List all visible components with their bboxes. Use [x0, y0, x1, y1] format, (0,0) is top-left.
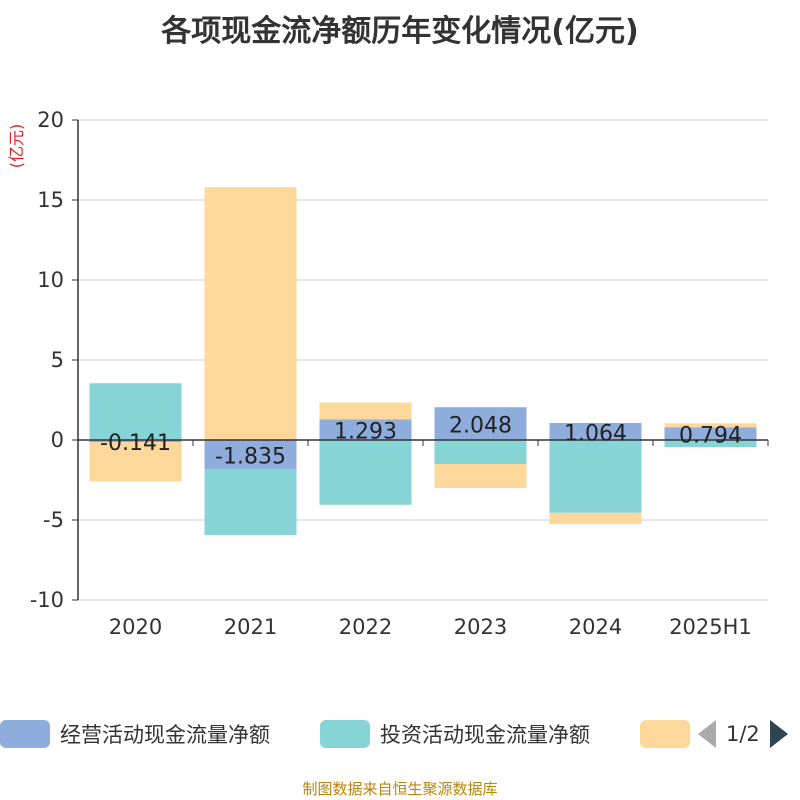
- bar-investing[interactable]: [204, 469, 297, 535]
- bar-financing[interactable]: [319, 402, 412, 420]
- legend-pager: 1/2: [698, 716, 788, 752]
- data-label: 1.293: [334, 420, 397, 445]
- source-note: 制图数据来自恒生聚源数据库: [302, 780, 498, 798]
- y-tick-label: 20: [37, 108, 64, 132]
- bar-investing[interactable]: [89, 383, 182, 440]
- bar-operating[interactable]: [204, 440, 297, 470]
- legend-label-investing: 投资活动现金流量净额: [380, 723, 590, 747]
- x-tick-label: 2020: [109, 615, 162, 639]
- bar-operating[interactable]: [549, 422, 642, 440]
- y-tick-label: 5: [51, 348, 64, 372]
- grid-lines: [78, 119, 768, 601]
- data-label: 2.048: [449, 414, 512, 439]
- y-tick-label: 15: [37, 188, 64, 212]
- legend-swatch-investing: [320, 720, 370, 748]
- y-tick-label: 0: [51, 428, 64, 452]
- bar-financing[interactable]: [549, 512, 642, 524]
- data-labels: -0.141 -1.835 1.293 2.048 1.064 0.794: [100, 414, 742, 470]
- data-label: -1.835: [215, 445, 286, 470]
- y-tick-label: 10: [37, 268, 64, 292]
- bar-investing[interactable]: [434, 440, 527, 464]
- bar-operating[interactable]: [664, 427, 757, 440]
- chart-title: 各项现金流净额历年变化情况(亿元): [161, 14, 639, 49]
- legend-swatch-financing: [640, 720, 690, 748]
- y-tick-label: -10: [30, 588, 64, 612]
- bar-financing[interactable]: [664, 423, 757, 428]
- data-label: -0.141: [100, 431, 171, 456]
- chevron-left-icon[interactable]: [698, 720, 716, 748]
- y-axis-label: (亿元): [7, 124, 26, 169]
- bar-investing[interactable]: [664, 440, 757, 448]
- x-tick-label: 2023: [454, 615, 507, 639]
- bar-operating[interactable]: [89, 440, 182, 443]
- legend-item-operating[interactable]: 经营活动现金流量净额: [0, 716, 270, 752]
- bar-operating[interactable]: [434, 407, 527, 440]
- legend-item-investing[interactable]: 投资活动现金流量净额: [320, 716, 590, 752]
- bar-financing[interactable]: [204, 187, 297, 440]
- legend-item-financing[interactable]: [640, 716, 700, 752]
- x-tick-label: 2025H1: [669, 615, 752, 639]
- bar-financing[interactable]: [89, 442, 182, 482]
- bar-investing[interactable]: [549, 440, 642, 513]
- bar-operating[interactable]: [319, 419, 412, 440]
- x-tick-label: 2024: [569, 615, 622, 639]
- bar-financing[interactable]: [434, 464, 527, 488]
- data-label: 0.794: [679, 424, 742, 449]
- chevron-right-icon[interactable]: [769, 720, 788, 748]
- legend-label-operating: 经营活动现金流量净额: [60, 723, 270, 747]
- data-label: 1.064: [564, 421, 627, 446]
- legend-page-indicator: 1/2: [726, 722, 760, 746]
- y-tick-label: -5: [43, 508, 64, 532]
- legend-swatch-operating: [0, 720, 50, 748]
- x-tick-label: 2022: [339, 615, 392, 639]
- x-tick-label: 2021: [224, 615, 277, 639]
- bar-investing[interactable]: [319, 440, 412, 505]
- bars: [89, 187, 757, 535]
